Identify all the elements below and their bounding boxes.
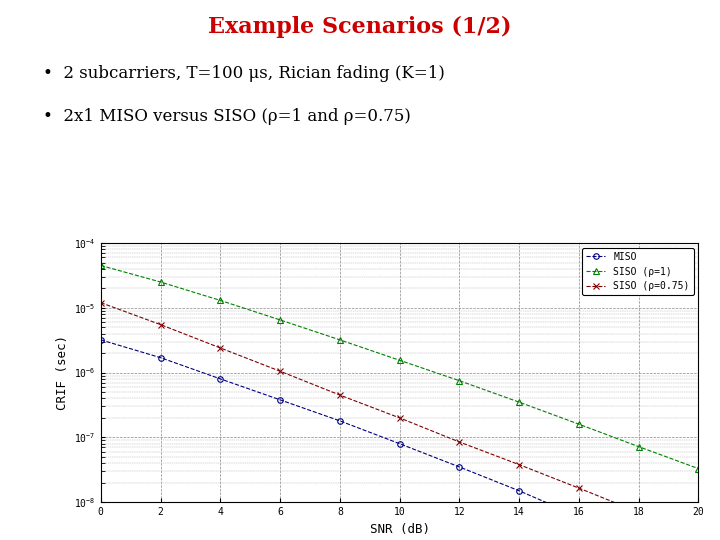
SISO (ρ=1) [634,443,643,450]
MISO [336,417,344,424]
MISO [276,396,284,403]
SISO (ρ=0.75) [96,299,105,306]
Y-axis label: CRIF (sec): CRIF (sec) [55,335,68,410]
MISO [515,488,523,494]
MISO [575,514,583,520]
SISO (ρ=1) [694,465,703,472]
SISO (ρ=0.75) [694,533,703,539]
Line: MISO: MISO [98,337,701,540]
SISO (ρ=1) [515,399,523,406]
SISO (ρ=1) [395,357,404,363]
SISO (ρ=1) [276,316,284,323]
SISO (ρ=0.75) [455,438,464,445]
SISO (ρ=1) [216,297,225,303]
SISO (ρ=0.75) [276,368,284,374]
SISO (ρ=0.75) [634,509,643,516]
Line: SISO (ρ=1): SISO (ρ=1) [97,262,702,472]
SISO (ρ=0.75) [515,461,523,468]
Text: •  2x1 MISO versus SISO (ρ=1 and ρ=0.75): • 2x1 MISO versus SISO (ρ=1 and ρ=0.75) [43,108,411,125]
MISO [216,376,225,382]
X-axis label: SNR (dB): SNR (dB) [369,523,430,536]
SISO (ρ=1) [336,336,344,343]
SISO (ρ=0.75) [395,415,404,421]
Text: •  2 subcarriers, T=100 μs, Rician fading (K=1): • 2 subcarriers, T=100 μs, Rician fading… [43,65,445,82]
SISO (ρ=1) [455,377,464,384]
MISO [455,464,464,470]
MISO [395,441,404,447]
MISO [96,336,105,343]
SISO (ρ=0.75) [156,321,165,328]
SISO (ρ=0.75) [336,392,344,399]
Text: Example Scenarios (1/2): Example Scenarios (1/2) [208,16,512,38]
SISO (ρ=1) [96,262,105,269]
Line: SISO (ρ=0.75): SISO (ρ=0.75) [97,299,702,539]
SISO (ρ=0.75) [216,345,225,351]
SISO (ρ=1) [156,279,165,285]
MISO [156,354,165,361]
SISO (ρ=0.75) [575,485,583,491]
Legend: MISO, SISO (ρ=1), SISO (ρ=0.75): MISO, SISO (ρ=1), SISO (ρ=0.75) [582,248,693,295]
SISO (ρ=1) [575,421,583,428]
